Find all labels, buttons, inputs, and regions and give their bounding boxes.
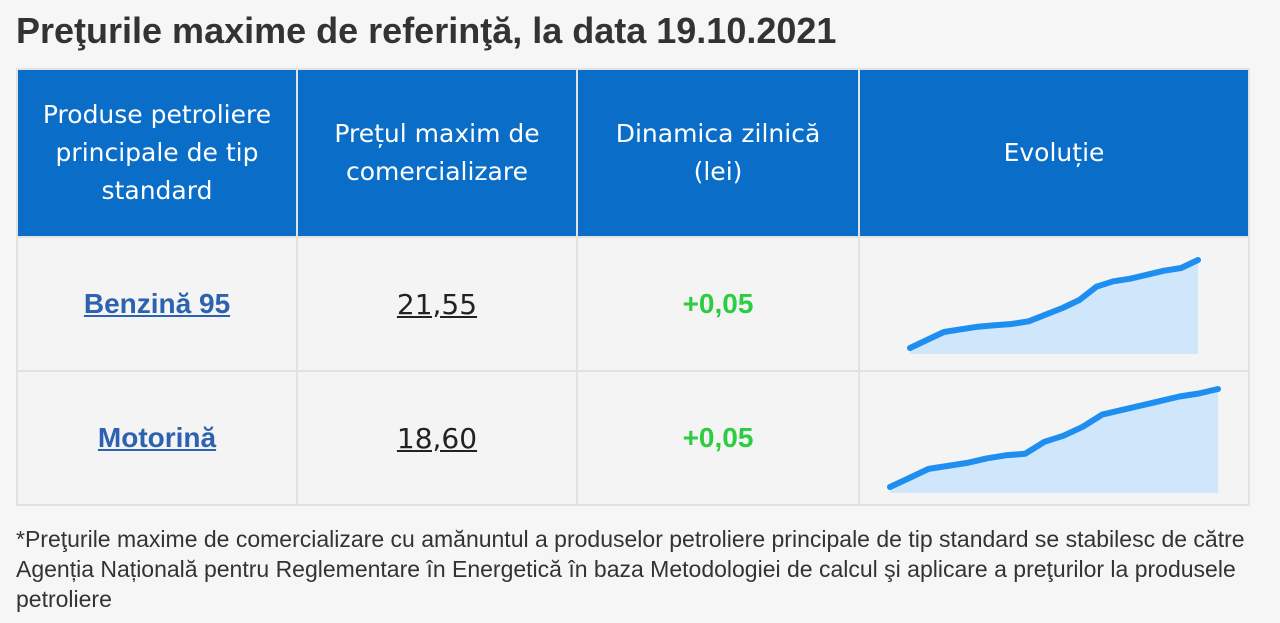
dynamics-cell: +0,05 (576, 236, 860, 372)
price-cell: 21,55 (296, 236, 578, 372)
sparkline-line (887, 386, 1221, 490)
footnote: *Preţurile maxime de comercializare cu a… (16, 526, 1245, 612)
dynamics-cell: +0,05 (576, 370, 860, 506)
header-dynamics: Dinamica zilnică (lei) (576, 68, 860, 238)
product-link-benzina-95[interactable]: Benzină 95 (83, 288, 231, 319)
evolution-cell (858, 370, 1250, 506)
page-title: Preţurile maxime de referinţă, la data 1… (16, 10, 837, 51)
table-row: Motorină 18,60 +0,05 (16, 370, 1250, 506)
sparkline-line (907, 257, 1201, 351)
product-link-motorina[interactable]: Motorină (97, 422, 217, 453)
price-cell: 18,60 (296, 370, 578, 506)
table-header-row: Produse petroliere principale de tip sta… (16, 68, 1250, 238)
sparkline-chart (887, 386, 1221, 493)
dynamics-value: +0,05 (682, 288, 754, 319)
sparkline-area (910, 260, 1198, 354)
evolution-cell (858, 236, 1250, 372)
product-cell: Benzină 95 (16, 236, 298, 372)
price-value: 21,55 (396, 287, 478, 321)
header-evolution: Evoluție (858, 68, 1250, 238)
header-price: Prețul maxim de comercializare (296, 68, 578, 238)
price-value: 18,60 (396, 421, 478, 455)
header-product: Produse petroliere principale de tip sta… (16, 68, 298, 238)
sparkline-chart (907, 257, 1201, 354)
table-row: Benzină 95 21,55 +0,05 (16, 236, 1250, 372)
dynamics-value: +0,05 (682, 422, 754, 453)
prices-table: Produse petroliere principale de tip sta… (16, 68, 1250, 506)
product-cell: Motorină (16, 370, 298, 506)
